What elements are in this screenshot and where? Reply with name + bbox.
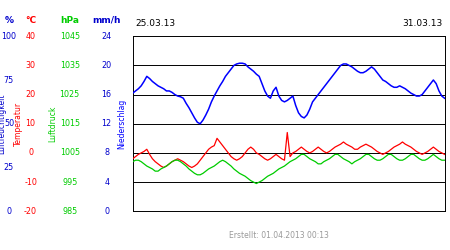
Text: Erstellt: 01.04.2013 00:13: Erstellt: 01.04.2013 00:13 — [229, 231, 329, 240]
Text: °C: °C — [25, 16, 36, 24]
Text: 8: 8 — [104, 148, 109, 158]
Text: 1045: 1045 — [60, 32, 80, 41]
Text: 50: 50 — [4, 119, 14, 128]
Text: 40: 40 — [26, 32, 36, 41]
Text: 31.03.13: 31.03.13 — [402, 18, 442, 28]
Text: 75: 75 — [4, 76, 14, 84]
Text: -20: -20 — [24, 207, 37, 216]
Text: 0: 0 — [28, 148, 33, 158]
Text: 24: 24 — [102, 32, 112, 41]
Text: Temperatur: Temperatur — [14, 102, 22, 146]
Text: 1015: 1015 — [60, 119, 80, 128]
Text: hPa: hPa — [60, 16, 79, 24]
Text: 30: 30 — [26, 61, 36, 70]
Text: -10: -10 — [24, 178, 37, 186]
Text: 12: 12 — [102, 119, 112, 128]
Text: Niederschlag: Niederschlag — [117, 98, 126, 149]
Text: 20: 20 — [26, 90, 36, 99]
Text: 985: 985 — [62, 207, 77, 216]
Text: mm/h: mm/h — [92, 16, 121, 24]
Text: 4: 4 — [104, 178, 109, 186]
Text: 100: 100 — [1, 32, 17, 41]
Text: 25: 25 — [4, 163, 14, 172]
Text: 20: 20 — [102, 61, 112, 70]
Text: 10: 10 — [26, 119, 36, 128]
Text: 16: 16 — [102, 90, 112, 99]
Text: 1005: 1005 — [60, 148, 80, 158]
Text: 1035: 1035 — [60, 61, 80, 70]
Text: %: % — [4, 16, 13, 24]
Text: Luftfeuchtigkeit: Luftfeuchtigkeit — [0, 94, 6, 154]
Text: 0: 0 — [104, 207, 109, 216]
Text: 1025: 1025 — [59, 90, 80, 99]
Text: 25.03.13: 25.03.13 — [135, 18, 175, 28]
Text: 0: 0 — [6, 207, 12, 216]
Text: 995: 995 — [62, 178, 77, 186]
Text: Luftdruck: Luftdruck — [49, 106, 58, 142]
